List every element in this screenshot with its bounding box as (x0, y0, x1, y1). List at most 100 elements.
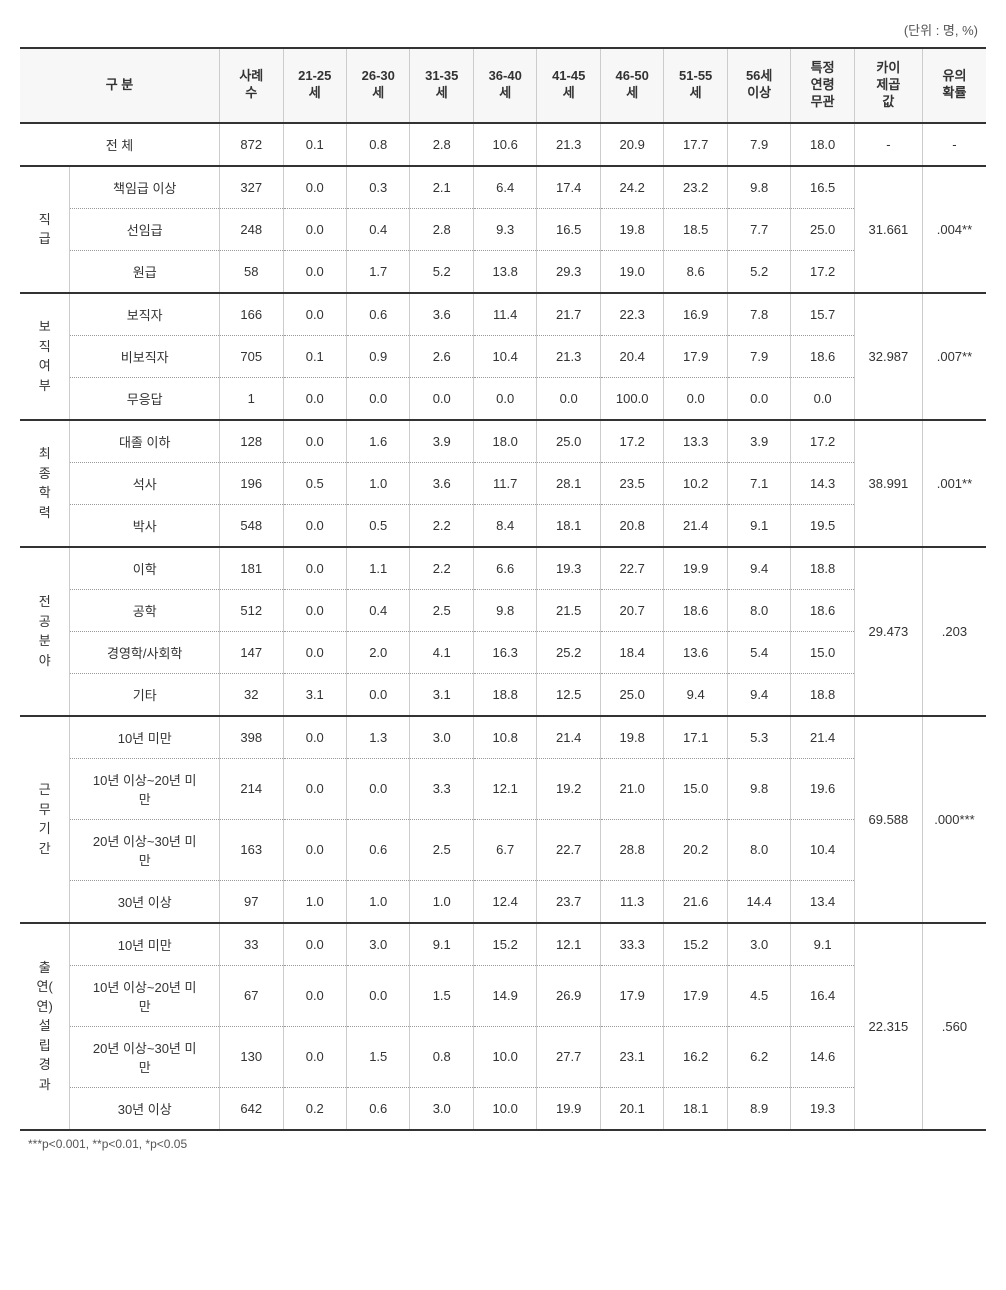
group-chi: 32.987 (854, 293, 922, 420)
row-v1: 1.6 (347, 420, 410, 463)
row-v8: 25.0 (791, 208, 854, 250)
row-v4: 27.7 (537, 1026, 600, 1087)
row-v6: 21.4 (664, 504, 727, 547)
table-row: 무응답10.00.00.00.00.0100.00.00.00.0 (20, 377, 986, 420)
group-sig: .001** (922, 420, 986, 547)
row-v8: 18.6 (791, 335, 854, 377)
col-age-21-25: 21-25세 (283, 48, 346, 123)
row-v8: 14.6 (791, 1026, 854, 1087)
row-v1: 0.9 (347, 335, 410, 377)
total-label: 전 체 (20, 123, 220, 166)
row-v2: 2.5 (410, 589, 473, 631)
row-v7: 9.4 (727, 673, 790, 716)
row-v7: 9.8 (727, 166, 790, 209)
row-label: 선임급 (70, 208, 220, 250)
row-v1: 0.4 (347, 589, 410, 631)
row-v4: 21.4 (537, 716, 600, 759)
row-v7: 5.3 (727, 716, 790, 759)
row-v6: 23.2 (664, 166, 727, 209)
row-label: 대졸 이하 (70, 420, 220, 463)
table-row: 경영학/사회학1470.02.04.116.325.218.413.65.415… (20, 631, 986, 673)
row-cases: 147 (220, 631, 283, 673)
row-v1: 0.6 (347, 293, 410, 336)
col-age-31-35: 31-35세 (410, 48, 473, 123)
row-cases: 642 (220, 1087, 283, 1130)
row-v5: 20.4 (600, 335, 663, 377)
row-v0: 0.2 (283, 1087, 346, 1130)
row-label: 책임급 이상 (70, 166, 220, 209)
total-v7: 7.9 (727, 123, 790, 166)
row-v7: 5.4 (727, 631, 790, 673)
table-row: 최종학력대졸 이하1280.01.63.918.025.017.213.33.9… (20, 420, 986, 463)
table-row: 출연(연)설립경과10년 미만330.03.09.115.212.133.315… (20, 923, 986, 966)
row-v4: 22.7 (537, 819, 600, 880)
row-v5: 25.0 (600, 673, 663, 716)
row-v1: 0.0 (347, 965, 410, 1026)
row-v4: 18.1 (537, 504, 600, 547)
row-v5: 22.3 (600, 293, 663, 336)
row-v7: 7.1 (727, 462, 790, 504)
row-v7: 6.2 (727, 1026, 790, 1087)
row-cases: 398 (220, 716, 283, 759)
row-label: 20년 이상~30년 미만 (70, 819, 220, 880)
row-v3: 10.8 (473, 716, 536, 759)
row-v0: 0.0 (283, 631, 346, 673)
row-v7: 0.0 (727, 377, 790, 420)
total-v6: 17.7 (664, 123, 727, 166)
row-label: 이학 (70, 547, 220, 590)
row-v2: 2.5 (410, 819, 473, 880)
row-v4: 21.5 (537, 589, 600, 631)
row-v4: 25.0 (537, 420, 600, 463)
row-v0: 1.0 (283, 880, 346, 923)
row-v8: 15.0 (791, 631, 854, 673)
row-v2: 9.1 (410, 923, 473, 966)
row-label: 10년 이상~20년 미만 (70, 758, 220, 819)
total-cases: 872 (220, 123, 283, 166)
table-row: 근무기간10년 미만3980.01.33.010.821.419.817.15.… (20, 716, 986, 759)
row-v3: 11.4 (473, 293, 536, 336)
row-v6: 18.6 (664, 589, 727, 631)
row-v5: 24.2 (600, 166, 663, 209)
row-v4: 17.4 (537, 166, 600, 209)
row-v1: 0.6 (347, 819, 410, 880)
row-label: 30년 이상 (70, 1087, 220, 1130)
col-chi-square: 카이제곱값 (854, 48, 922, 123)
row-v7: 7.7 (727, 208, 790, 250)
row-v6: 19.9 (664, 547, 727, 590)
table-row: 10년 이상~20년 미만670.00.01.514.926.917.917.9… (20, 965, 986, 1026)
row-v0: 0.5 (283, 462, 346, 504)
table-row: 비보직자7050.10.92.610.421.320.417.97.918.6 (20, 335, 986, 377)
data-table: 구 분 사례수 21-25세 26-30세 31-35세 36-40세 41-4… (20, 47, 986, 1131)
row-v2: 2.2 (410, 504, 473, 547)
row-v0: 0.0 (283, 208, 346, 250)
row-v7: 14.4 (727, 880, 790, 923)
table-row: 기타323.10.03.118.812.525.09.49.418.8 (20, 673, 986, 716)
row-label: 30년 이상 (70, 880, 220, 923)
row-v6: 10.2 (664, 462, 727, 504)
col-age-41-45: 41-45세 (537, 48, 600, 123)
row-v1: 1.0 (347, 462, 410, 504)
row-v2: 3.0 (410, 1087, 473, 1130)
group-label: 전공분야 (20, 547, 70, 716)
row-cases: 548 (220, 504, 283, 547)
group-chi: 29.473 (854, 547, 922, 716)
row-v0: 0.0 (283, 819, 346, 880)
row-v0: 0.0 (283, 166, 346, 209)
row-v3: 12.1 (473, 758, 536, 819)
row-cases: 163 (220, 819, 283, 880)
row-v6: 17.9 (664, 335, 727, 377)
row-v0: 0.0 (283, 293, 346, 336)
row-v4: 12.5 (537, 673, 600, 716)
row-cases: 58 (220, 250, 283, 293)
row-v6: 13.6 (664, 631, 727, 673)
row-v8: 21.4 (791, 716, 854, 759)
row-v3: 8.4 (473, 504, 536, 547)
row-cases: 32 (220, 673, 283, 716)
row-v4: 29.3 (537, 250, 600, 293)
row-v7: 8.0 (727, 819, 790, 880)
row-v4: 21.3 (537, 335, 600, 377)
group-label: 출연(연)설립경과 (20, 923, 70, 1130)
row-v5: 100.0 (600, 377, 663, 420)
row-v3: 6.7 (473, 819, 536, 880)
row-v7: 4.5 (727, 965, 790, 1026)
